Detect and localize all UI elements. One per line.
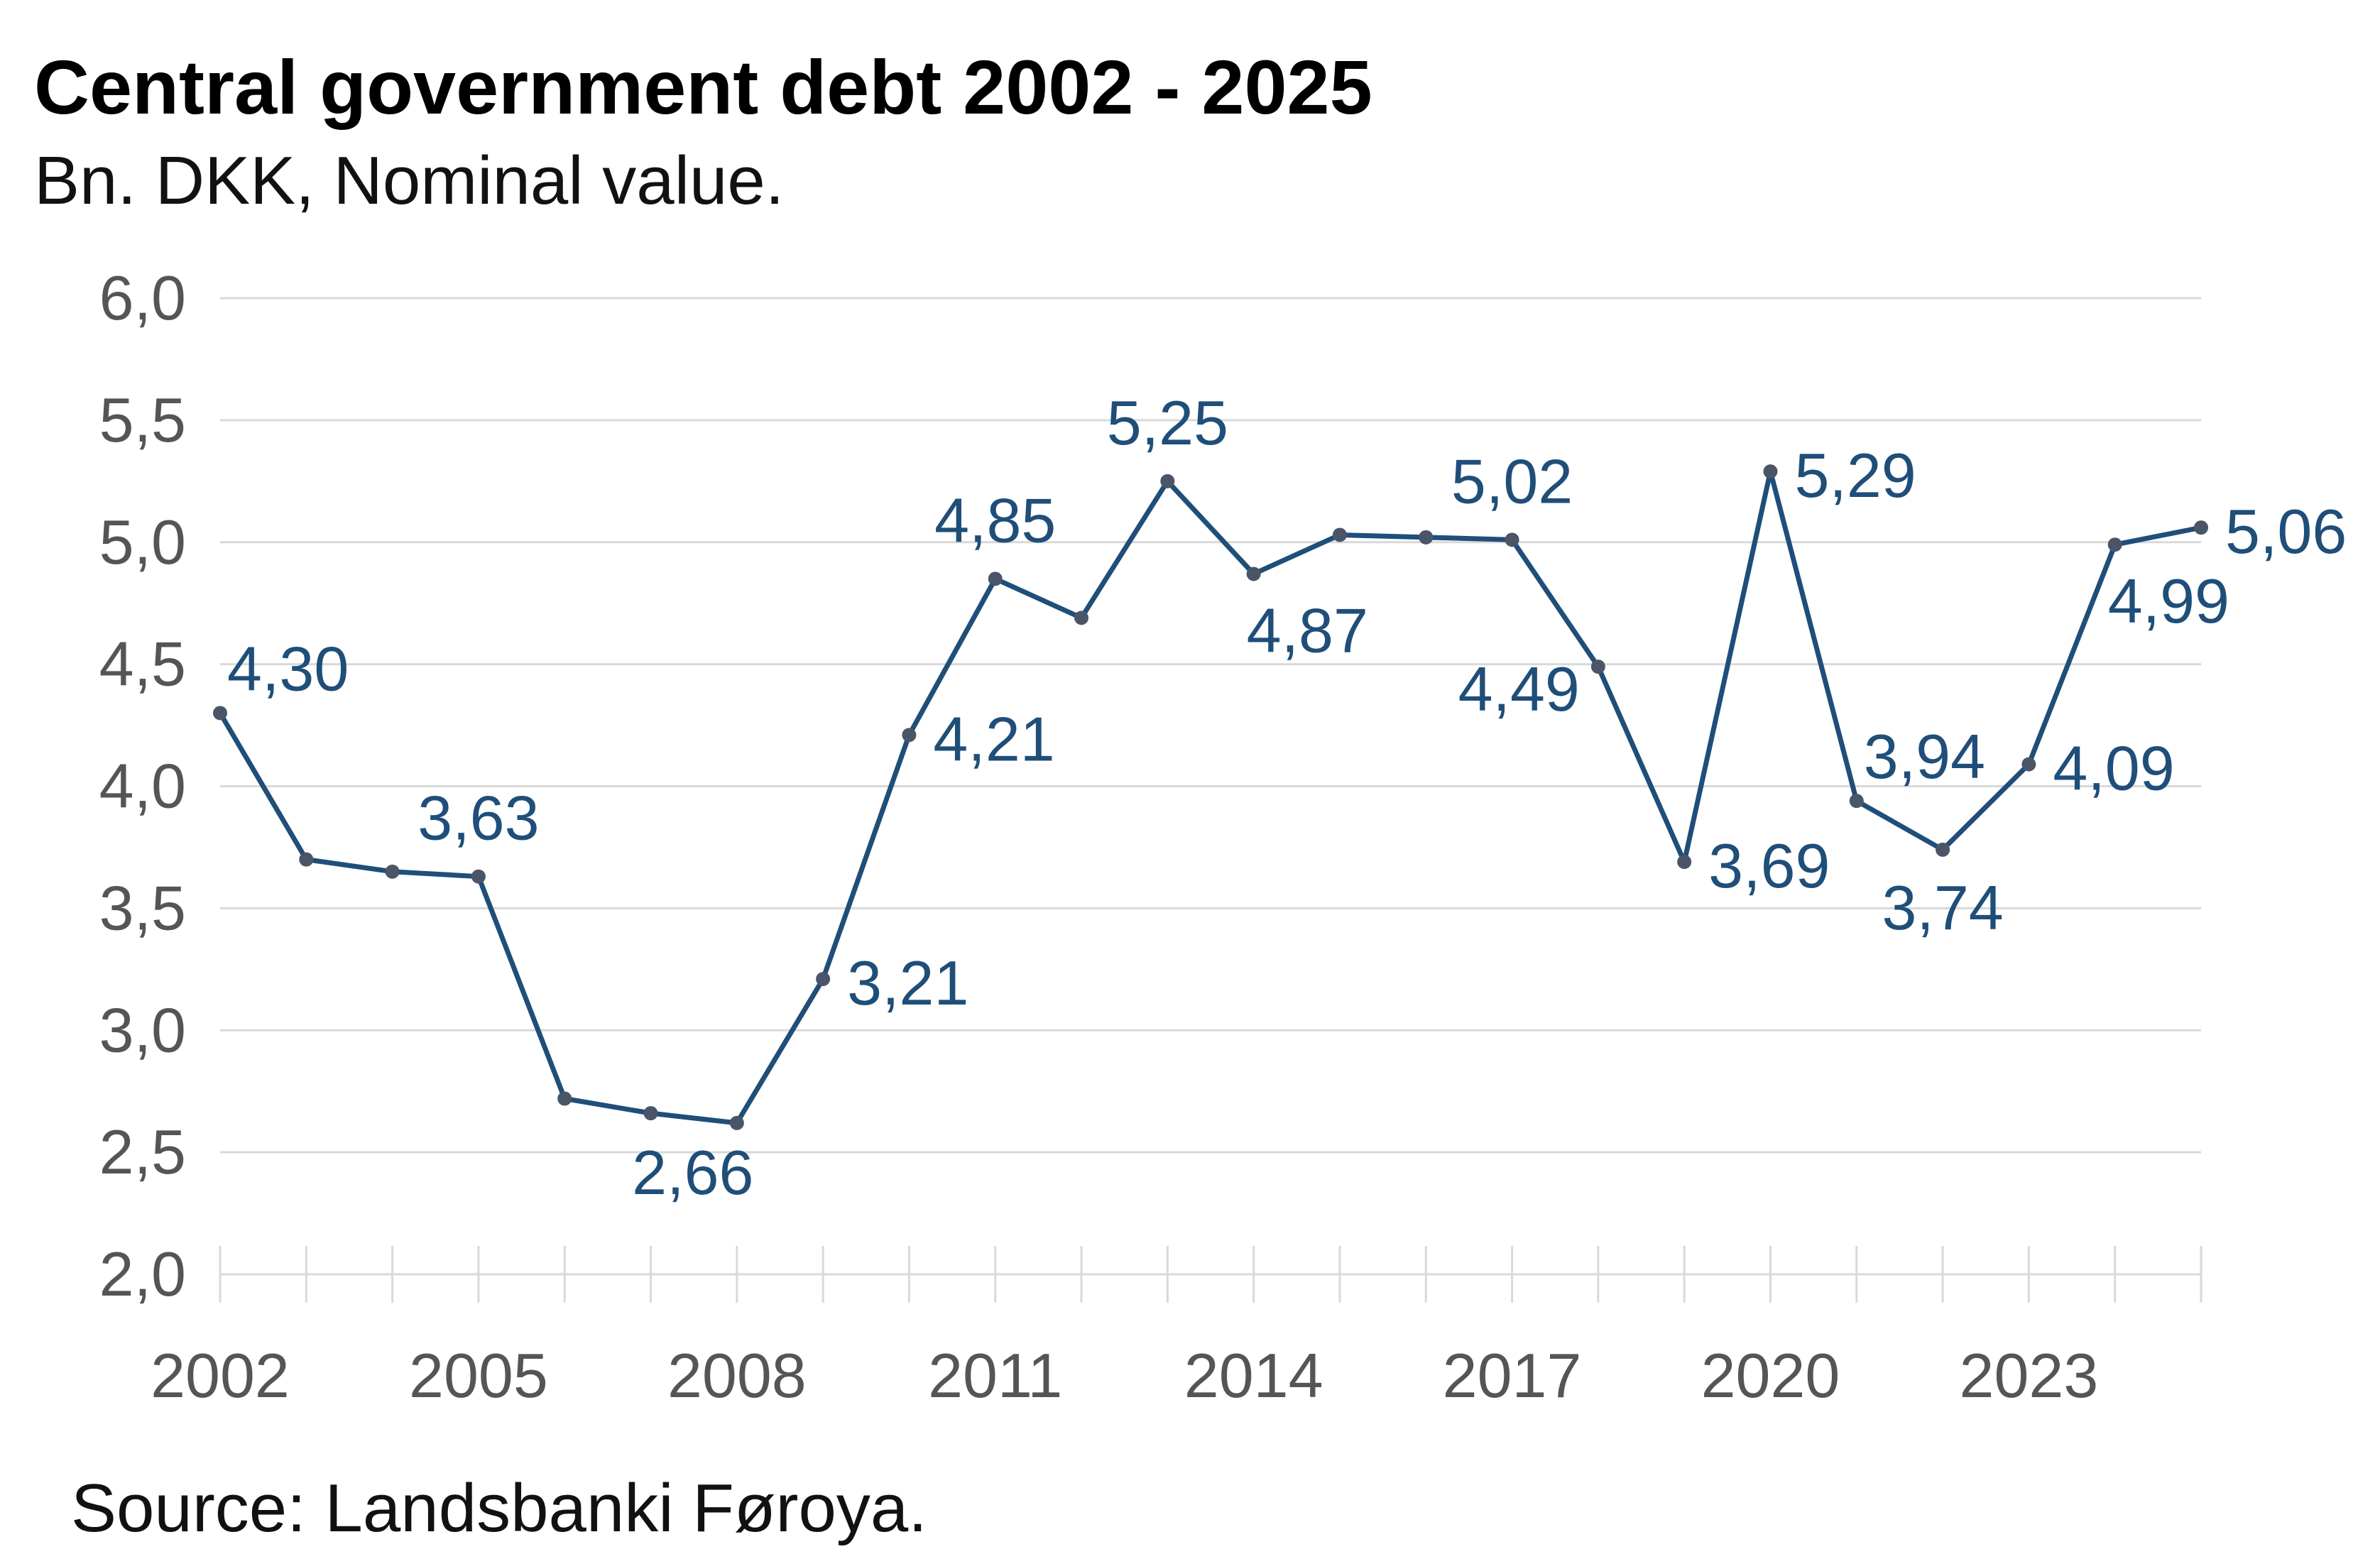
data-point: [988, 571, 1003, 586]
x-tick-label: 2014: [1184, 1340, 1323, 1411]
data-point: [643, 1106, 658, 1121]
data-point: [1160, 474, 1175, 488]
data-labels: 4,30 3,63 2,66 3,21 4,21 4,85 5,25 4,87 5,02 4,49…: [227, 388, 2347, 1208]
x-tick-label: 2005: [409, 1340, 548, 1411]
chart-source: Source: Landsbanki Føroya.: [71, 1470, 927, 1546]
data-label: 4,49: [1458, 654, 1580, 724]
data-point: [729, 1115, 744, 1130]
data-point: [2107, 537, 2122, 552]
data-point: [1849, 794, 1864, 809]
gridlines: [220, 297, 2201, 1154]
x-axis: [219, 1246, 2202, 1303]
data-label: 4,85: [934, 485, 1056, 555]
y-tick-label: 4,5: [99, 629, 186, 699]
data-label: 5,02: [1451, 446, 1573, 516]
x-tick-label: 2011: [928, 1340, 1062, 1411]
y-tick-label: 5,0: [99, 507, 186, 577]
data-point: [1074, 611, 1089, 625]
data-label: 5,06: [2225, 496, 2347, 567]
data-label: 4,21: [933, 704, 1054, 774]
data-point: [1677, 855, 1692, 870]
data-point: [1246, 567, 1261, 581]
data-point: [299, 852, 314, 867]
data-label: 3,94: [1864, 721, 1985, 792]
x-tick-labels: 2002 2005 2008 2011 2014 2017 2020 2023: [151, 1340, 2098, 1411]
series-line: [217, 469, 2204, 1126]
data-point: [2021, 757, 2036, 772]
y-tick-label: 6,0: [99, 263, 186, 333]
y-tick-label: 3,0: [99, 995, 186, 1065]
data-label: 3,69: [1708, 831, 1830, 901]
y-tick-label: 5,5: [99, 385, 186, 455]
data-label: 4,30: [227, 633, 349, 704]
data-label: 5,29: [1794, 440, 1916, 510]
data-point: [1332, 527, 1347, 542]
data-label: 3,63: [417, 783, 539, 853]
y-tick-label: 4,0: [99, 751, 186, 821]
data-point: [902, 728, 917, 743]
y-tick-label: 2,5: [99, 1117, 186, 1187]
chart-subtitle: Bn. DKK, Nominal value.: [34, 143, 785, 219]
series-line-group: [217, 469, 2204, 1126]
data-point: [1505, 532, 1519, 547]
data-point: [816, 972, 831, 987]
x-tick-label: 2017: [1443, 1340, 1582, 1411]
data-point: [1419, 530, 1434, 545]
data-points: [213, 464, 2208, 1130]
data-label: 4,99: [2108, 566, 2229, 636]
data-label: 5,25: [1107, 388, 1228, 458]
data-point: [1763, 464, 1778, 479]
y-tick-label: 2,0: [99, 1239, 186, 1309]
chart-title: Central government debt 2002 - 2025: [34, 44, 1372, 130]
x-tick-label: 2020: [1701, 1340, 1840, 1411]
data-label: 2,66: [632, 1137, 753, 1208]
data-point: [1590, 660, 1605, 674]
data-point: [557, 1091, 572, 1106]
data-point: [471, 869, 486, 884]
y-axis: 2,0 2,5 3,0 3,5 4,0 4,5 5,0 5,5 6,0: [99, 263, 186, 1309]
data-label: 3,21: [847, 948, 968, 1018]
data-label: 4,87: [1247, 595, 1368, 665]
data-label: 3,74: [1882, 872, 2003, 943]
data-point: [2194, 520, 2208, 535]
data-point: [1936, 842, 1950, 857]
y-tick-label: 3,5: [99, 872, 186, 943]
data-label: 4,09: [2053, 733, 2174, 804]
x-tick-label: 2008: [667, 1340, 807, 1411]
data-point: [385, 864, 400, 879]
x-tick-label: 2002: [151, 1340, 290, 1411]
data-point: [213, 706, 227, 721]
x-tick-label: 2023: [1960, 1340, 2099, 1411]
